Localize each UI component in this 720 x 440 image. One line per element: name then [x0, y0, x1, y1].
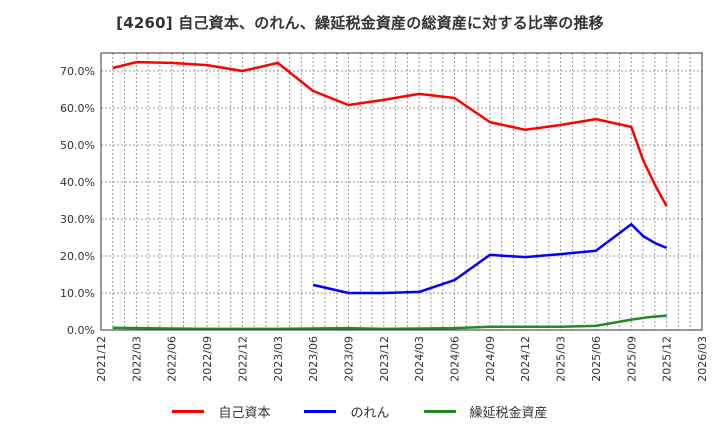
legend-item-goodwill: のれん: [304, 402, 390, 421]
plot-frame: [100, 52, 703, 331]
x-tick-label: 2024/03: [413, 336, 426, 382]
x-tick-label: 2025/12: [661, 336, 674, 382]
legend-item-equity: 自己資本: [172, 402, 270, 421]
x-tick-label: 2023/03: [272, 336, 285, 382]
grid-lines: [101, 53, 702, 330]
x-tick-label: 2025/09: [625, 336, 638, 382]
x-tick-label: 2024/12: [519, 336, 532, 382]
legend-label: 自己資本: [218, 406, 271, 421]
legend-label: 繰延税金資産: [469, 406, 548, 421]
x-tick-label: 2021/12: [95, 336, 108, 382]
y-tick-label: 50.0%: [60, 139, 95, 152]
series-line: [312, 222, 668, 295]
x-tick-label: 2023/06: [307, 336, 320, 382]
x-tick-label: 2023/12: [378, 336, 391, 382]
y-tick-label: 70.0%: [60, 65, 95, 78]
x-tick-label: 2024/09: [484, 336, 497, 382]
series-lines: [112, 60, 668, 331]
legend-label: のれん: [350, 406, 390, 421]
y-tick-label: 10.0%: [60, 287, 95, 300]
x-tick-label: 2025/03: [555, 336, 568, 382]
x-axis: 2021/12 2022/03 2022/06 2022/09 2022/12 2023/…: [95, 336, 709, 382]
legend-swatch-green: [423, 410, 456, 413]
series-line: [112, 314, 667, 331]
y-tick-label: 30.0%: [60, 213, 95, 226]
legend: 自己資本 のれん 繰延税金資産: [0, 402, 720, 421]
chart-title: [4260] 自己資本、のれん、繰延税金資産の総資産に対する比率の推移: [116, 14, 604, 32]
y-tick-label: 20.0%: [60, 250, 95, 263]
x-tick-label: 2022/12: [236, 336, 249, 382]
x-tick-label: 2022/06: [166, 336, 179, 382]
legend-swatch-red: [172, 410, 205, 413]
x-tick-label: 2026/03: [696, 336, 709, 382]
y-tick-label: 40.0%: [60, 176, 95, 189]
x-tick-label: 2025/06: [590, 336, 603, 382]
x-tick-label: 2024/06: [449, 336, 462, 382]
y-tick-label: 60.0%: [60, 102, 95, 115]
x-tick-label: 2022/03: [130, 336, 143, 382]
legend-swatch-blue: [304, 410, 337, 413]
series-line: [112, 60, 668, 207]
x-tick-label: 2022/09: [201, 336, 214, 382]
y-axis: 0.0% 10.0% 20.0% 30.0% 40.0% 50.0% 60.0% 70.0%: [60, 65, 95, 337]
y-tick-label: 0.0%: [67, 324, 95, 337]
x-tick-label: 2023/09: [342, 336, 355, 382]
legend-item-deferred-tax: 繰延税金資産: [423, 402, 548, 421]
